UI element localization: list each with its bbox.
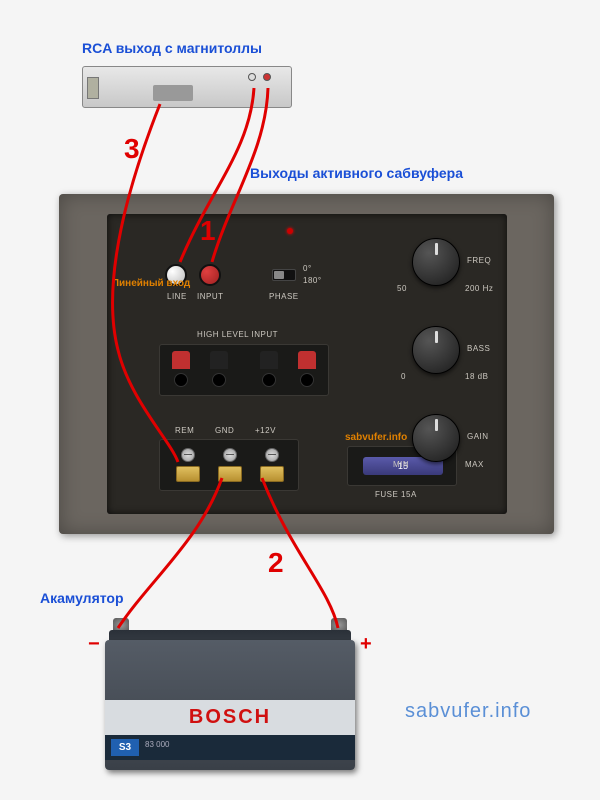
head-unit <box>82 66 292 108</box>
battery-body: BOSCH S3 83 000 <box>105 640 355 770</box>
phase-switch[interactable] <box>272 269 296 281</box>
amplifier-panel: LINE INPUT PHASE 0° 180° HIGH LEVEL INPU… <box>107 214 507 514</box>
text-freq-hi: 200 Hz <box>465 284 493 293</box>
high-level-input-block <box>159 344 329 396</box>
wire-number-3: 3 <box>124 133 140 164</box>
text-bass-lo: 0 <box>401 372 406 381</box>
text-line: LINE <box>167 292 187 301</box>
terminal-12v[interactable] <box>260 448 284 484</box>
battery-minus-mark: − <box>88 633 100 655</box>
battery-plus-mark: + <box>360 633 372 655</box>
text-phase-0: 0° <box>303 264 312 273</box>
label-battery: Акамулятор <box>40 590 124 606</box>
label-line-input: Линейный вход <box>112 278 190 289</box>
battery-code: 83 000 <box>145 740 169 749</box>
text-freq-lo: 50 <box>397 284 407 293</box>
watermark-panel: sabvufer.info <box>345 432 407 443</box>
head-unit-rca-left <box>248 73 256 81</box>
battery-strip <box>105 735 355 760</box>
battery-brand: BOSCH <box>105 700 355 735</box>
text-freq: FREQ <box>467 256 491 265</box>
watermark-page: sabvufer.info <box>405 700 531 723</box>
text-phase-180: 180° <box>303 276 322 285</box>
text-phase: PHASE <box>269 292 299 301</box>
terminal-gnd[interactable] <box>218 448 242 484</box>
text-gain-lo: MIN <box>393 460 409 469</box>
text-gain-hi: MAX <box>465 460 484 469</box>
text-gnd: GND <box>215 426 234 435</box>
phase-slider <box>274 271 284 279</box>
spring-clip-1[interactable] <box>172 351 190 389</box>
text-fuse-label: FUSE 15A <box>375 490 417 499</box>
text-bass: BASS <box>467 344 490 353</box>
power-led <box>287 228 293 234</box>
rca-input-jack[interactable] <box>199 264 221 286</box>
text-input: INPUT <box>197 292 224 301</box>
text-high-level: HIGH LEVEL INPUT <box>197 330 278 339</box>
car-battery: BOSCH S3 83 000 <box>105 620 355 770</box>
text-gain: GAIN <box>467 432 489 441</box>
wire-number-2: 2 <box>268 547 284 578</box>
head-unit-antenna <box>87 77 99 99</box>
label-amp-outputs: Выходы активного сабвуфера <box>250 165 463 181</box>
knob-gain[interactable] <box>412 414 460 462</box>
spring-clip-4[interactable] <box>298 351 316 389</box>
knob-bass[interactable] <box>412 326 460 374</box>
label-rca-output: RCA выход с магнитоллы <box>82 40 262 56</box>
head-unit-rca-right <box>263 73 271 81</box>
text-rem: REM <box>175 426 194 435</box>
power-terminal-block <box>159 439 299 491</box>
battery-series: S3 <box>111 739 139 756</box>
spring-clip-3[interactable] <box>260 351 278 389</box>
text-12v: +12V <box>255 426 276 435</box>
terminal-rem[interactable] <box>176 448 200 484</box>
spring-clip-2[interactable] <box>210 351 228 389</box>
subwoofer-enclosure: LINE INPUT PHASE 0° 180° HIGH LEVEL INPU… <box>59 194 554 534</box>
head-unit-harness <box>153 85 193 101</box>
knob-freq[interactable] <box>412 238 460 286</box>
text-bass-hi: 18 dB <box>465 372 488 381</box>
